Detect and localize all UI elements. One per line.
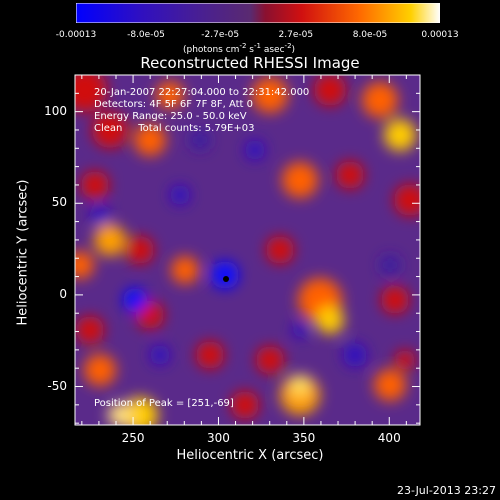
y-tick-label: 50 — [51, 195, 67, 210]
x-tick-label: 300 — [207, 431, 230, 445]
info-clean: Clean Total counts: 5.79E+03 — [94, 123, 255, 134]
x-axis-label: Heliocentric X (arcsec) — [176, 448, 324, 463]
colorbar-tick-label: 2.7e-05 — [278, 30, 314, 40]
colorbar-tick-label: 0.00013 — [421, 30, 459, 40]
x-tick-label: 400 — [377, 431, 401, 445]
colorbar-unit-label: (photons cm-2 s-1 asec-2) — [183, 42, 296, 55]
x-tick-label: 350 — [292, 431, 316, 445]
peak-marker — [223, 276, 229, 282]
x-tick-label: 250 — [121, 431, 145, 445]
colorbar-tick-label: -8.0e-05 — [127, 30, 165, 40]
colorbar-tick-label: -0.00013 — [55, 30, 97, 40]
info-time: 20-Jan-2007 22:27:04.000 to 22:31:42.000 — [94, 87, 310, 98]
colorbar-tick-label: -2.7e-05 — [201, 30, 240, 40]
y-tick-label: -50 — [47, 378, 67, 393]
info-energy: Energy Range: 25.0 - 50.0 keV — [94, 111, 247, 122]
y-tick-label: 0 — [59, 286, 67, 301]
y-axis-label: Heliocentric Y (arcsec) — [15, 179, 31, 326]
y-tick-label: 100 — [44, 103, 67, 118]
plot-title: Reconstructed RHESSI Image — [140, 54, 360, 72]
info-detectors: Detectors: 4F 5F 6F 7F 8F, Att 0 — [94, 99, 254, 110]
info-peak: Position of Peak = [251,-69] — [94, 398, 234, 409]
timestamp: 23-Jul-2013 23:27 — [396, 484, 496, 497]
colorbar-tick-label: 8.0e-05 — [352, 30, 388, 40]
colorbar — [76, 3, 440, 23]
